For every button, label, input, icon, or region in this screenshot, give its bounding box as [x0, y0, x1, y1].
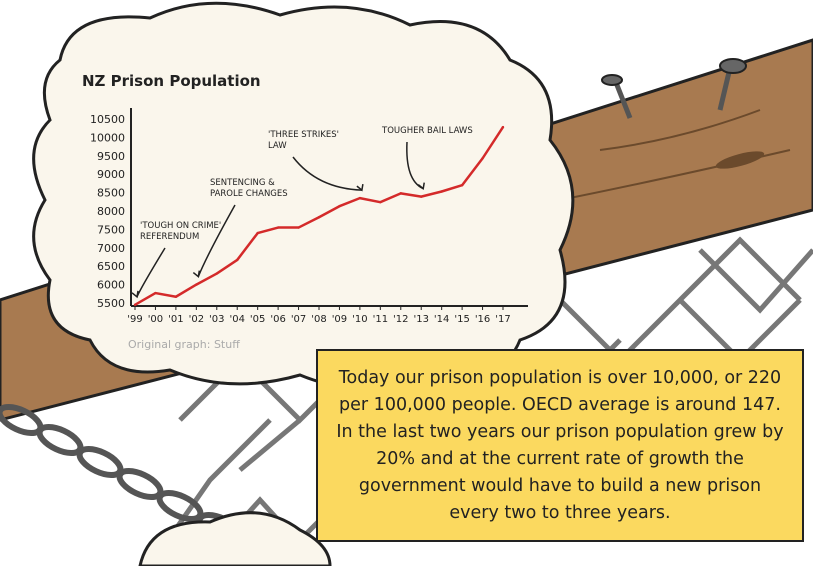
- data-point: [276, 226, 280, 229]
- data-point: [195, 283, 198, 286]
- x-tick-label: '14: [434, 314, 449, 325]
- annotation-label: PAROLE CHANGES: [210, 189, 288, 199]
- x-tick-label: '09: [332, 314, 347, 325]
- caption-box: Today our prison population is over 10,0…: [316, 349, 804, 542]
- data-point: [501, 125, 505, 129]
- annotation-label: TOUGHER BAIL LAWS: [381, 126, 473, 136]
- source-label: Original graph: Stuff: [128, 338, 240, 351]
- annotation-arrow: [197, 204, 236, 277]
- x-tick-label: '17: [495, 314, 510, 325]
- y-tick-label: 8000: [97, 205, 125, 218]
- x-tick-label: '05: [250, 314, 265, 325]
- arrowhead-icon: [192, 270, 201, 278]
- annotation-label: REFERENDUM: [140, 232, 199, 242]
- x-tick-label: '00: [148, 314, 163, 325]
- x-tick-label: '10: [352, 314, 367, 325]
- y-tick-label: 10500: [90, 113, 125, 126]
- y-tick-label: 9500: [97, 150, 125, 163]
- arrowhead-icon: [131, 290, 139, 299]
- annotation-label: 'THREE STRIKES': [268, 130, 339, 140]
- data-point: [379, 200, 382, 204]
- data-point: [154, 291, 157, 295]
- x-tick-label: '12: [393, 314, 408, 325]
- data-point: [420, 195, 423, 198]
- arrowhead-icon: [417, 182, 425, 191]
- x-tick-label: '08: [311, 314, 326, 325]
- data-point: [174, 295, 178, 298]
- y-tick-label: 7500: [97, 223, 125, 236]
- data-point: [256, 231, 259, 235]
- annotation-label: LAW: [268, 141, 287, 151]
- data-point: [399, 192, 402, 195]
- thought-cloud: [32, 1, 575, 566]
- chart-title: NZ Prison Population: [82, 72, 261, 90]
- data-point: [215, 272, 218, 275]
- x-tick-label: '99: [127, 314, 142, 325]
- x-tick-label: '03: [209, 314, 224, 325]
- x-tick-label: '16: [475, 314, 490, 325]
- x-tick-label: '15: [454, 314, 469, 325]
- x-tick-label: '11: [373, 314, 388, 325]
- y-tick-label: 6000: [97, 279, 125, 292]
- x-tick-label: '07: [291, 314, 306, 325]
- y-tick-label: 10000: [90, 131, 125, 144]
- data-point: [133, 303, 137, 307]
- series-line: [134, 126, 505, 306]
- nail-icon: [601, 58, 747, 119]
- data-point: [358, 196, 362, 200]
- y-tick-label: 7000: [97, 242, 125, 255]
- y-tick-label: 5500: [97, 297, 125, 310]
- data-point: [338, 205, 341, 208]
- annotation-label: SENTENCING &: [210, 178, 275, 188]
- annotation-arrow: [292, 156, 362, 191]
- annotation-arrow: [406, 141, 424, 190]
- y-tick-label: 6500: [97, 260, 125, 273]
- x-tick-label: '02: [189, 314, 204, 325]
- y-tick-label: 8500: [97, 187, 125, 200]
- data-point: [236, 258, 239, 262]
- x-tick-label: '04: [229, 314, 244, 325]
- data-point: [440, 190, 443, 193]
- data-point: [460, 184, 464, 187]
- data-point: [481, 157, 484, 160]
- data-point: [317, 216, 321, 219]
- annotation-arrow: [136, 247, 166, 298]
- data-point: [297, 226, 300, 229]
- y-tick-label: 9000: [97, 168, 125, 181]
- x-tick-label: '13: [413, 314, 428, 325]
- x-tick-label: '06: [270, 314, 285, 325]
- arrowhead-icon: [356, 183, 364, 192]
- x-tick-label: '01: [168, 314, 183, 325]
- annotation-label: 'TOUGH ON CRIME': [140, 221, 221, 231]
